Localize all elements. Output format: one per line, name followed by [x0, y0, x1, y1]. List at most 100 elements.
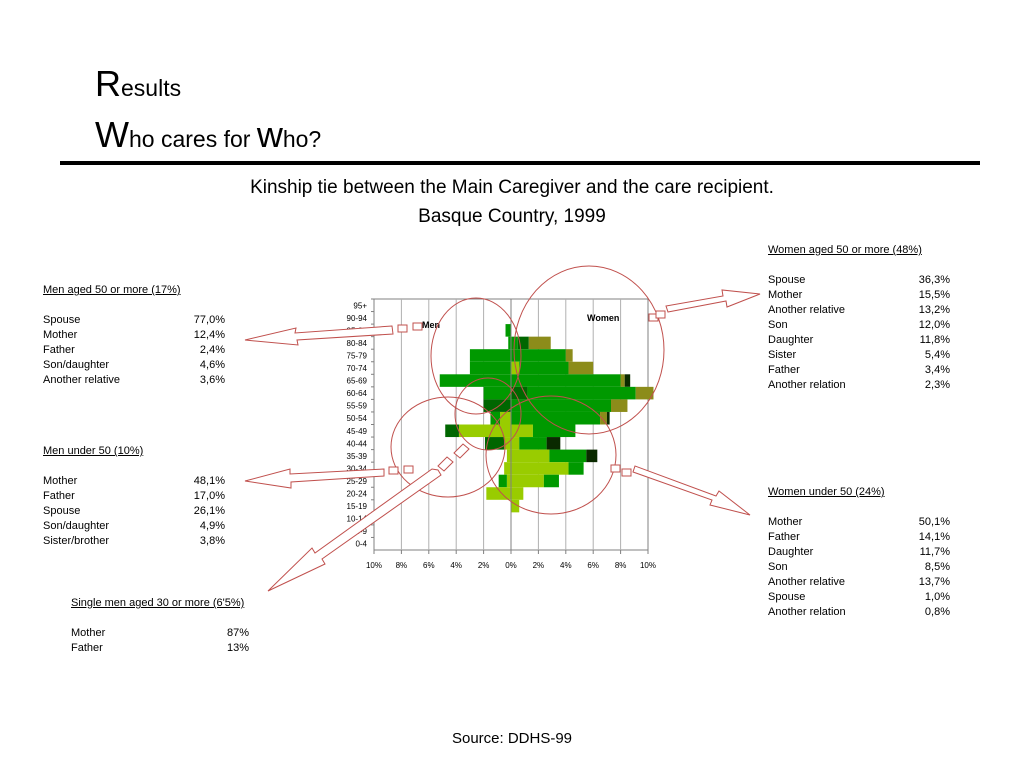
panel-row: Father 3,4%	[768, 363, 950, 378]
bar-segment	[611, 399, 628, 412]
bar-segment	[586, 449, 598, 463]
row-value: 0,8%	[924, 606, 950, 618]
bar-segment	[506, 474, 511, 488]
bar-segment	[606, 411, 610, 425]
row-label: Another relative	[768, 576, 846, 588]
circle-men-50-plus	[430, 297, 522, 415]
y-tick-label: 35-39	[347, 452, 368, 461]
row-value: 77,0%	[193, 314, 225, 326]
panel-row: Mother 48,1%	[43, 474, 225, 489]
row-label: Father	[768, 531, 800, 543]
row-label: Mother	[768, 289, 803, 301]
panel-row: Mother 12,4%	[43, 328, 225, 343]
y-tick-label: 15-19	[347, 502, 368, 511]
bar-segment	[511, 437, 520, 450]
row-label: Sister	[768, 349, 797, 361]
title-rest: esults	[121, 75, 182, 101]
x-tick-label: 8%	[396, 561, 408, 570]
y-tick-label: 25-29	[347, 477, 368, 486]
y-tick-label: 60-64	[347, 389, 368, 398]
panel-row: Sister/brother 3,8%	[43, 534, 225, 549]
row-label: Son	[768, 319, 788, 331]
circle-women-50-plus	[513, 265, 665, 435]
bar-segment	[511, 499, 520, 513]
panel-row: Father 14,1%	[768, 530, 950, 545]
bar-segment	[519, 437, 547, 450]
x-tick-label: 4%	[560, 561, 572, 570]
row-label: Father	[71, 642, 103, 654]
panel-row: Spouse 1,0%	[768, 590, 950, 605]
panel-row: Another relation 2,3%	[768, 378, 950, 393]
y-tick-label: 10-14	[347, 515, 368, 524]
subheading-initial-2: w	[256, 114, 283, 155]
row-value: 12,4%	[193, 329, 225, 341]
panel-row: Father 17,0%	[43, 489, 225, 504]
bar-segment	[532, 424, 576, 438]
arrow-women-under-50	[610, 464, 751, 516]
row-value: 1,0%	[924, 591, 950, 603]
panel-title: Men under 50 (10%)	[43, 445, 144, 457]
bar-segment	[483, 399, 511, 412]
x-tick-label: 8%	[615, 561, 627, 570]
row-label: Mother	[43, 329, 78, 341]
row-label: Father	[43, 490, 75, 502]
bar-segment	[511, 474, 544, 488]
row-value: 13,2%	[918, 304, 950, 316]
annotation-layer	[244, 265, 761, 592]
subheading-initial: W	[95, 114, 129, 155]
row-value: 13%	[226, 642, 249, 654]
bar-segment	[568, 462, 584, 475]
panel-title: Women under 50 (24%)	[768, 486, 885, 498]
row-value: 11,7%	[919, 546, 950, 558]
bar-segment	[620, 374, 625, 387]
bar-segment	[517, 336, 529, 350]
panel-row: Spouse 77,0%	[43, 313, 225, 328]
row-label: Daughter	[768, 334, 814, 346]
bar-segment	[504, 462, 511, 475]
x-tick-label: 2%	[533, 561, 545, 570]
x-tick-label: 10%	[640, 561, 656, 570]
bar-segment	[600, 411, 607, 425]
row-label: Mother	[768, 516, 803, 528]
panel-row: Son 12,0%	[768, 318, 950, 333]
panel-row: Mother 15,5%	[768, 288, 950, 303]
panel-row: Another relative 3,6%	[43, 373, 225, 388]
title-initial: R	[95, 63, 121, 104]
row-label: Spouse	[768, 591, 806, 603]
bar-segment	[511, 349, 566, 362]
row-value: 8,5%	[924, 561, 950, 573]
row-value: 36,3%	[918, 274, 950, 286]
men-50-plus-panel: Men aged 50 or more (17%) Spouse 77,0% Moth…	[43, 283, 225, 388]
panel-row: Son/daughter 4,6%	[43, 358, 225, 373]
row-label: Spouse	[43, 314, 81, 326]
pyramid-chart: 10%8%6%4%2%0%2%4%6%8%10%95+90-9485-8980-…	[347, 298, 656, 570]
y-tick-label: 55-59	[347, 402, 368, 411]
row-value: 3,8%	[199, 535, 225, 547]
panel-row: Son 8,5%	[768, 560, 950, 575]
bar-segment	[498, 474, 507, 488]
row-value: 48,1%	[193, 475, 225, 487]
women-under-50-panel: Women under 50 (24%) Mother 50,1% Father 14,…	[768, 485, 950, 620]
panel-row: Another relative 13,2%	[768, 303, 950, 318]
bar-segment	[511, 399, 612, 412]
row-value: 87%	[226, 627, 249, 639]
bar-segment	[500, 411, 511, 425]
panel-row: Daughter 11,8%	[768, 333, 950, 348]
x-tick-label: 6%	[423, 561, 435, 570]
row-value: 2,3%	[924, 379, 950, 391]
men-under-50-panel: Men under 50 (10%) Mother 48,1% Father 17,0%…	[43, 444, 225, 549]
bar-segment	[549, 449, 587, 463]
bar-segment	[511, 487, 524, 500]
panel-row: Mother 50,1%	[768, 515, 950, 530]
arrow-men-under-50	[244, 465, 414, 489]
bar-segment	[568, 361, 594, 375]
bar-segment	[546, 437, 561, 450]
bar-segment	[511, 462, 569, 475]
row-value: 11,8%	[919, 334, 950, 346]
title-divider	[60, 161, 980, 165]
row-value: 5,4%	[924, 349, 950, 361]
panel-row: Sister 5,4%	[768, 348, 950, 363]
x-tick-label: 4%	[450, 561, 462, 570]
subheading-rest: ho?	[282, 126, 322, 152]
